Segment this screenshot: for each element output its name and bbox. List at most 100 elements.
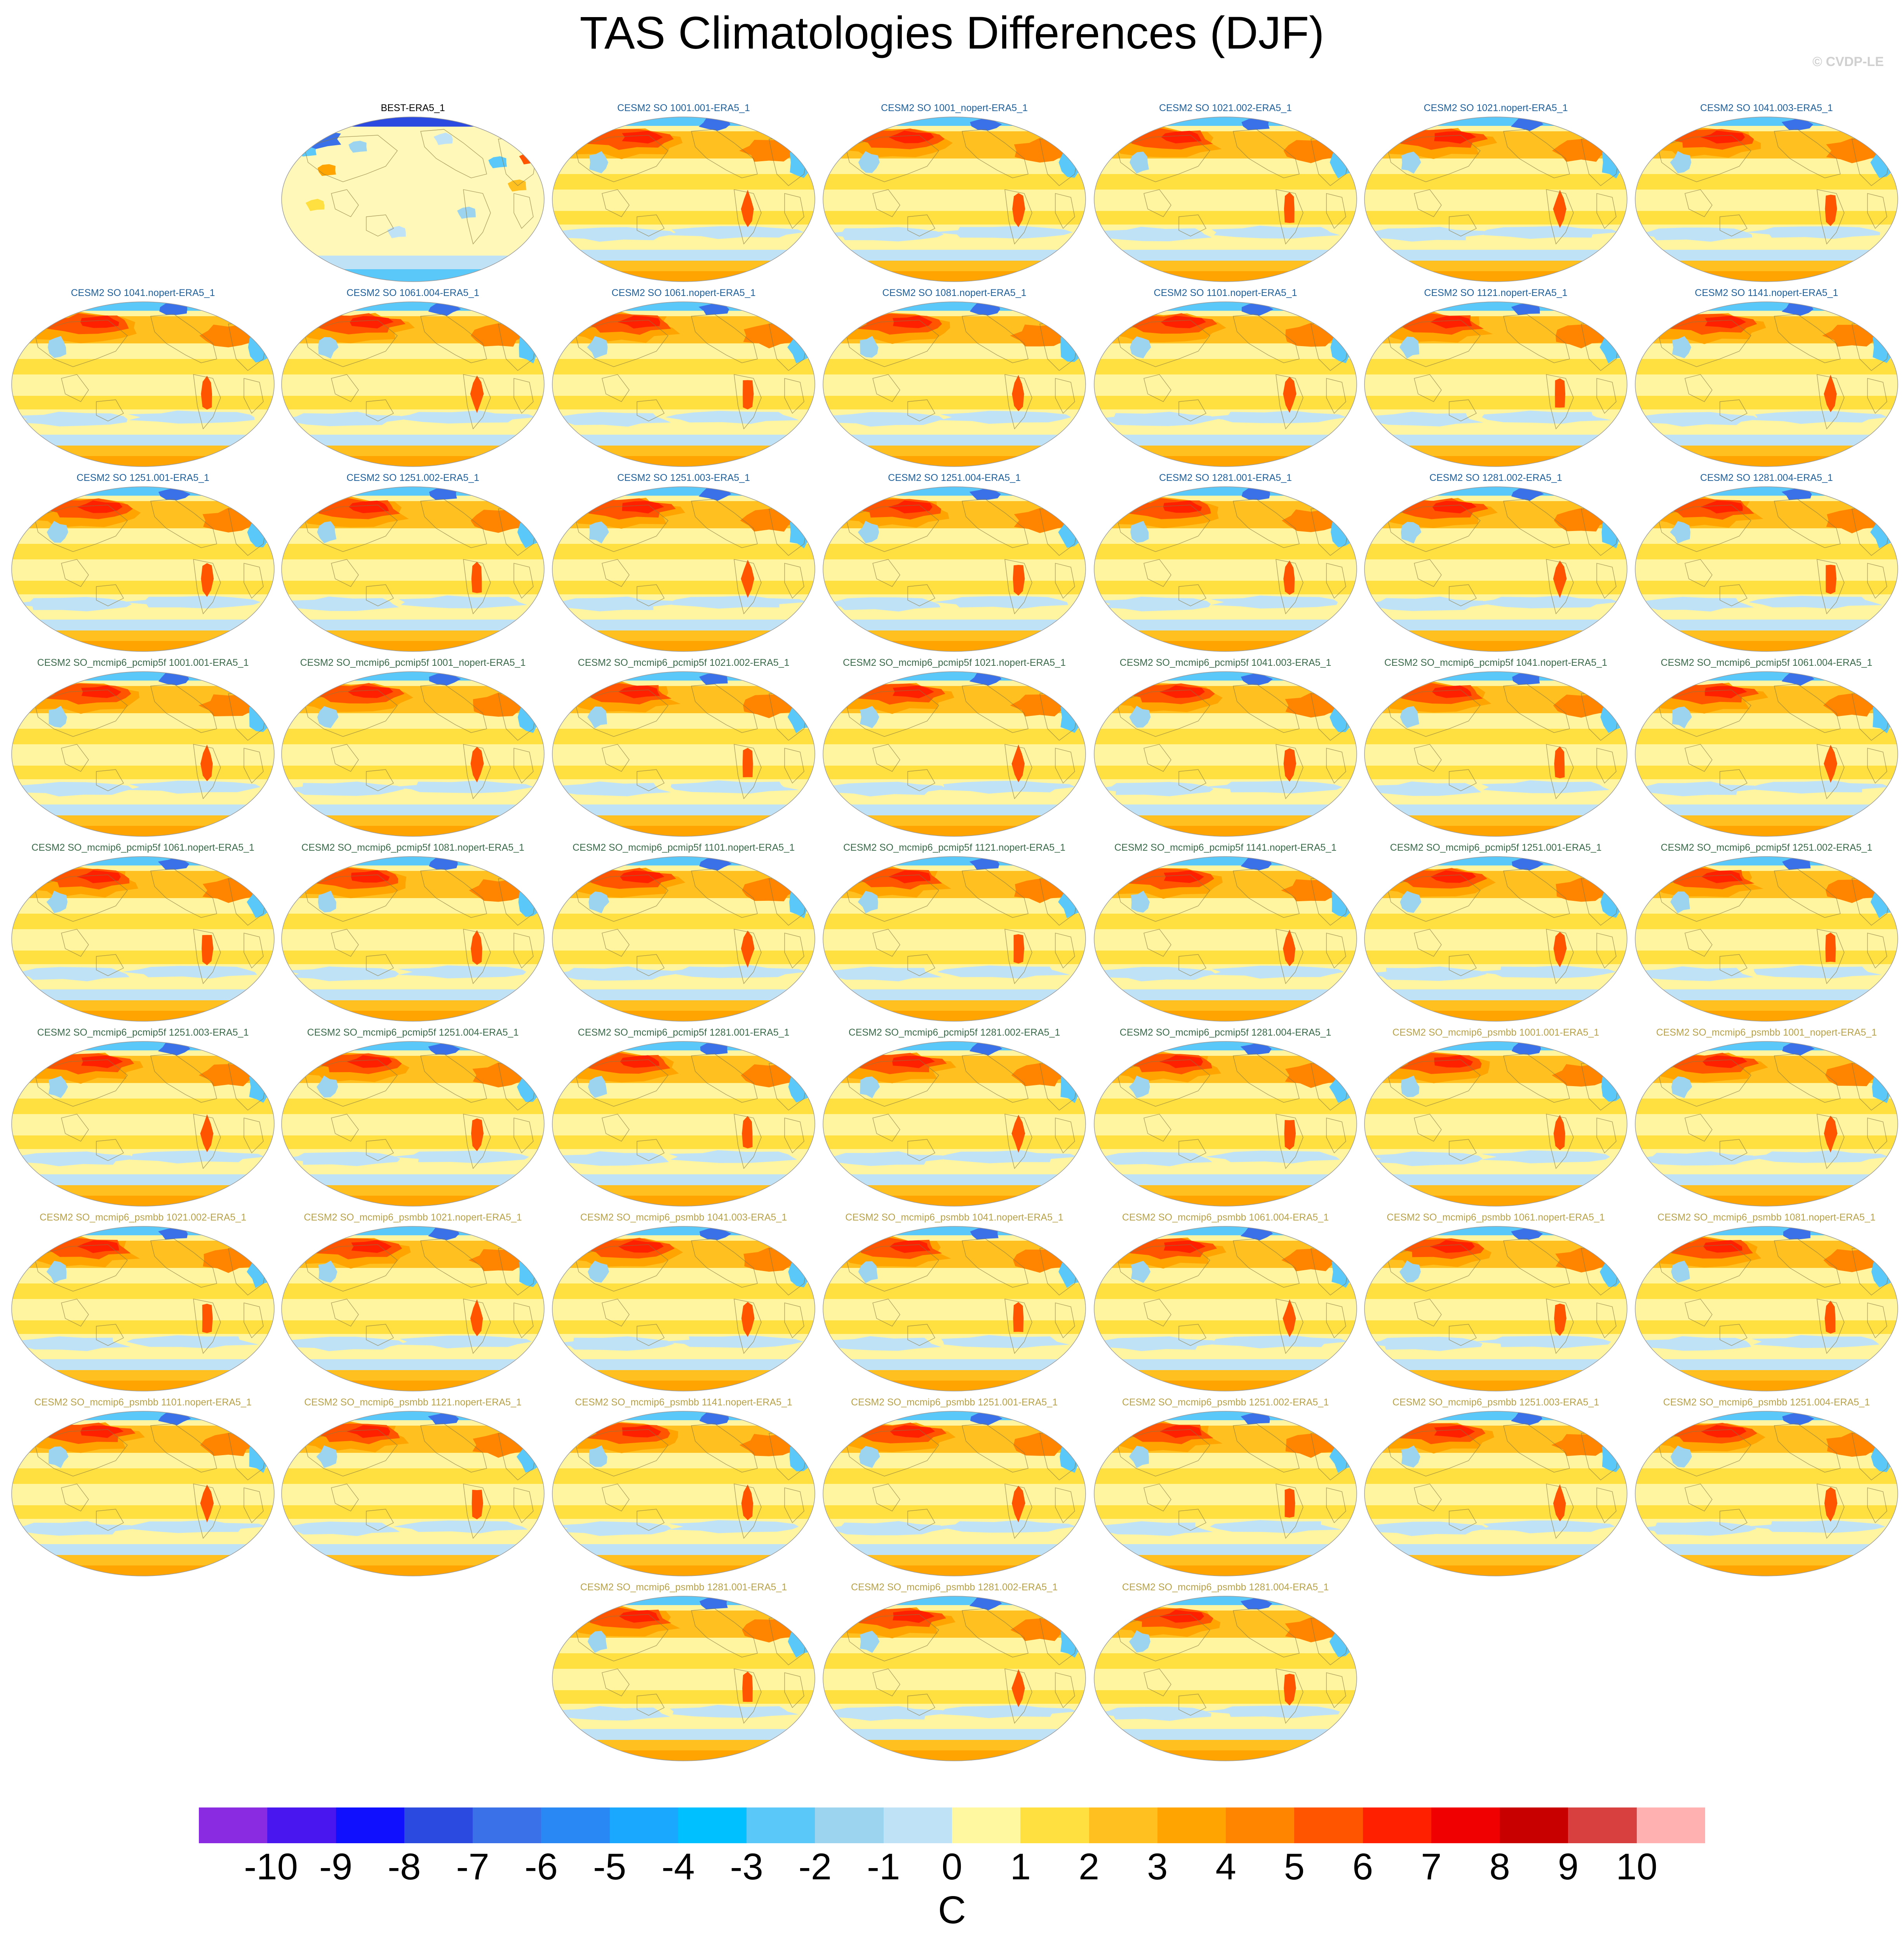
map-panel: CESM2 SO_mcmip6_pcmip5f 1281.001-ERA5_1 xyxy=(548,1026,820,1209)
map-panel-title: CESM2 SO 1041.003-ERA5_1 xyxy=(1700,103,1833,113)
colorbar xyxy=(199,1807,1706,1843)
map-panel: CESM2 SO_mcmip6_pcmip5f 1021.002-ERA5_1 xyxy=(548,656,820,839)
map-field xyxy=(11,1041,275,1207)
map-panel-title: CESM2 SO_mcmip6_pcmip5f 1021.002-ERA5_1 xyxy=(578,657,790,668)
map-panel: CESM2 SO 1141.nopert-ERA5_1 xyxy=(1631,287,1902,469)
colorbar-tick-label: -10 xyxy=(244,1846,298,1888)
map-field xyxy=(823,1596,1086,1761)
map-panel: CESM2 SO_mcmip6_psmbb 1001.001-ERA5_1 xyxy=(1360,1026,1632,1209)
map-panel: CESM2 SO 1041.003-ERA5_1 xyxy=(1631,102,1902,284)
map-panel: CESM2 SO_mcmip6_psmbb 1251.001-ERA5_1 xyxy=(818,1396,1090,1579)
colorbar-tick-label: -4 xyxy=(661,1846,695,1888)
map-panel-title: CESM2 SO_mcmip6_pcmip5f 1061.004-ERA5_1 xyxy=(1660,657,1873,668)
map-field xyxy=(1094,301,1357,467)
map-panel: CESM2 SO_mcmip6_psmbb 1061.nopert-ERA5_1 xyxy=(1360,1211,1632,1394)
map-field xyxy=(823,486,1086,652)
colorbar-swatch xyxy=(1089,1807,1158,1843)
map-field xyxy=(1094,1041,1357,1207)
map-panel-title: CESM2 SO_mcmip6_psmbb 1251.001-ERA5_1 xyxy=(851,1397,1058,1408)
map-panel: CESM2 SO 1041.nopert-ERA5_1 xyxy=(7,287,279,469)
map-panel-title: CESM2 SO 1001_nopert-ERA5_1 xyxy=(881,103,1028,113)
colorbar-swatch xyxy=(541,1807,610,1843)
map-panel: CESM2 SO_mcmip6_psmbb 1081.nopert-ERA5_1 xyxy=(1631,1211,1902,1394)
map-panel: CESM2 SO 1061.nopert-ERA5_1 xyxy=(548,287,820,469)
map-panel-title: CESM2 SO_mcmip6_psmbb 1121.nopert-ERA5_1 xyxy=(304,1397,522,1408)
map-field xyxy=(1094,486,1357,652)
map-field xyxy=(823,1226,1086,1391)
map-field xyxy=(1094,1411,1357,1576)
map-panel-title: CESM2 SO_mcmip6_pcmip5f 1251.003-ERA5_1 xyxy=(37,1027,249,1038)
map-panel-title: CESM2 SO_mcmip6_pcmip5f 1141.nopert-ERA5… xyxy=(1114,842,1337,853)
map-field xyxy=(1094,117,1357,282)
map-panel-title: CESM2 SO 1021.nopert-ERA5_1 xyxy=(1424,103,1568,113)
map-panel: CESM2 SO_mcmip6_psmbb 1141.nopert-ERA5_1 xyxy=(548,1396,820,1579)
map-panel-title: CESM2 SO 1121.nopert-ERA5_1 xyxy=(1424,287,1568,298)
map-panel-title: CESM2 SO 1141.nopert-ERA5_1 xyxy=(1695,287,1838,298)
map-field xyxy=(281,301,545,467)
map-field xyxy=(552,671,815,837)
map-panel-title: CESM2 SO_mcmip6_psmbb 1001.001-ERA5_1 xyxy=(1392,1027,1599,1038)
map-panel-title: CESM2 SO 1251.004-ERA5_1 xyxy=(888,472,1021,483)
map-field xyxy=(1635,1226,1898,1391)
colorbar-tick-label: 8 xyxy=(1489,1846,1510,1888)
map-field xyxy=(1364,856,1627,1022)
map-panel: CESM2 SO_mcmip6_pcmip5f 1101.nopert-ERA5… xyxy=(548,841,820,1024)
map-field xyxy=(1364,1041,1627,1207)
colorbar-swatch xyxy=(952,1807,1021,1843)
map-panel: CESM2 SO_mcmip6_pcmip5f 1251.002-ERA5_1 xyxy=(1631,841,1902,1024)
map-panel: BEST-ERA5_1 xyxy=(277,102,549,284)
map-field xyxy=(11,1411,275,1576)
map-panel-title: CESM2 SO_mcmip6_pcmip5f 1081.nopert-ERA5… xyxy=(301,842,524,853)
colorbar-swatch xyxy=(1431,1807,1500,1843)
map-field xyxy=(281,117,545,282)
map-panel: CESM2 SO 1001_nopert-ERA5_1 xyxy=(818,102,1090,284)
map-panel-title: CESM2 SO_mcmip6_pcmip5f 1041.nopert-ERA5… xyxy=(1384,657,1607,668)
map-panel: CESM2 SO 1281.002-ERA5_1 xyxy=(1360,472,1632,654)
colorbar-swatch xyxy=(473,1807,541,1843)
colorbar-swatch xyxy=(1157,1807,1226,1843)
map-panel-title: CESM2 SO 1021.002-ERA5_1 xyxy=(1159,103,1292,113)
map-field xyxy=(1364,1411,1627,1576)
map-panel-title: CESM2 SO 1281.004-ERA5_1 xyxy=(1700,472,1833,483)
map-panel: CESM2 SO_mcmip6_psmbb 1041.003-ERA5_1 xyxy=(548,1211,820,1394)
map-panel-title: BEST-ERA5_1 xyxy=(381,103,445,113)
colorbar-tick-label: 9 xyxy=(1558,1846,1579,1888)
colorbar-tick-label: 1 xyxy=(1010,1846,1031,1888)
colorbar-swatch xyxy=(1636,1807,1706,1843)
map-panel-title: CESM2 SO 1251.003-ERA5_1 xyxy=(617,472,750,483)
map-panel: CESM2 SO_mcmip6_psmbb 1021.002-ERA5_1 xyxy=(7,1211,279,1394)
map-field xyxy=(11,856,275,1022)
map-panel-title: CESM2 SO_mcmip6_psmbb 1001_nopert-ERA5_1 xyxy=(1656,1027,1877,1038)
map-field xyxy=(823,301,1086,467)
map-panel-title: CESM2 SO 1281.001-ERA5_1 xyxy=(1159,472,1292,483)
map-panel-title: CESM2 SO 1251.002-ERA5_1 xyxy=(346,472,479,483)
map-panel-title: CESM2 SO 1001.001-ERA5_1 xyxy=(617,103,750,113)
map-panel: CESM2 SO_mcmip6_pcmip5f 1251.003-ERA5_1 xyxy=(7,1026,279,1209)
map-panel-title: CESM2 SO_mcmip6_pcmip5f 1121.nopert-ERA5… xyxy=(843,842,1066,853)
map-panel: CESM2 SO_mcmip6_pcmip5f 1041.nopert-ERA5… xyxy=(1360,656,1632,839)
map-field xyxy=(11,301,275,467)
map-field xyxy=(281,1041,545,1207)
map-field xyxy=(11,486,275,652)
map-panel: CESM2 SO_mcmip6_psmbb 1041.nopert-ERA5_1 xyxy=(818,1211,1090,1394)
colorbar-swatch xyxy=(1020,1807,1089,1843)
map-panel-title: CESM2 SO 1061.004-ERA5_1 xyxy=(346,287,479,298)
map-field xyxy=(1094,671,1357,837)
map-panel-title: CESM2 SO 1281.002-ERA5_1 xyxy=(1429,472,1562,483)
colorbar-swatch xyxy=(1363,1807,1432,1843)
map-panel: CESM2 SO 1251.003-ERA5_1 xyxy=(548,472,820,654)
map-field xyxy=(823,1411,1086,1576)
colorbar-swatch xyxy=(815,1807,884,1843)
colorbar-tick-label: -5 xyxy=(593,1846,627,1888)
map-field xyxy=(11,1226,275,1391)
map-panel-title: CESM2 SO_mcmip6_pcmip5f 1041.003-ERA5_1 xyxy=(1119,657,1331,668)
map-panel: CESM2 SO_mcmip6_pcmip5f 1061.004-ERA5_1 xyxy=(1631,656,1902,839)
map-panel: CESM2 SO 1001.001-ERA5_1 xyxy=(548,102,820,284)
colorbar-tick-label: -1 xyxy=(867,1846,900,1888)
map-field xyxy=(552,856,815,1022)
page-title: TAS Climatologies Differences (DJF) xyxy=(580,7,1324,59)
map-panel-title: CESM2 SO_mcmip6_psmbb 1101.nopert-ERA5_1 xyxy=(34,1397,252,1408)
map-field xyxy=(552,1411,815,1576)
colorbar-tick-label: -7 xyxy=(456,1846,489,1888)
map-panel: CESM2 SO 1021.nopert-ERA5_1 xyxy=(1360,102,1632,284)
